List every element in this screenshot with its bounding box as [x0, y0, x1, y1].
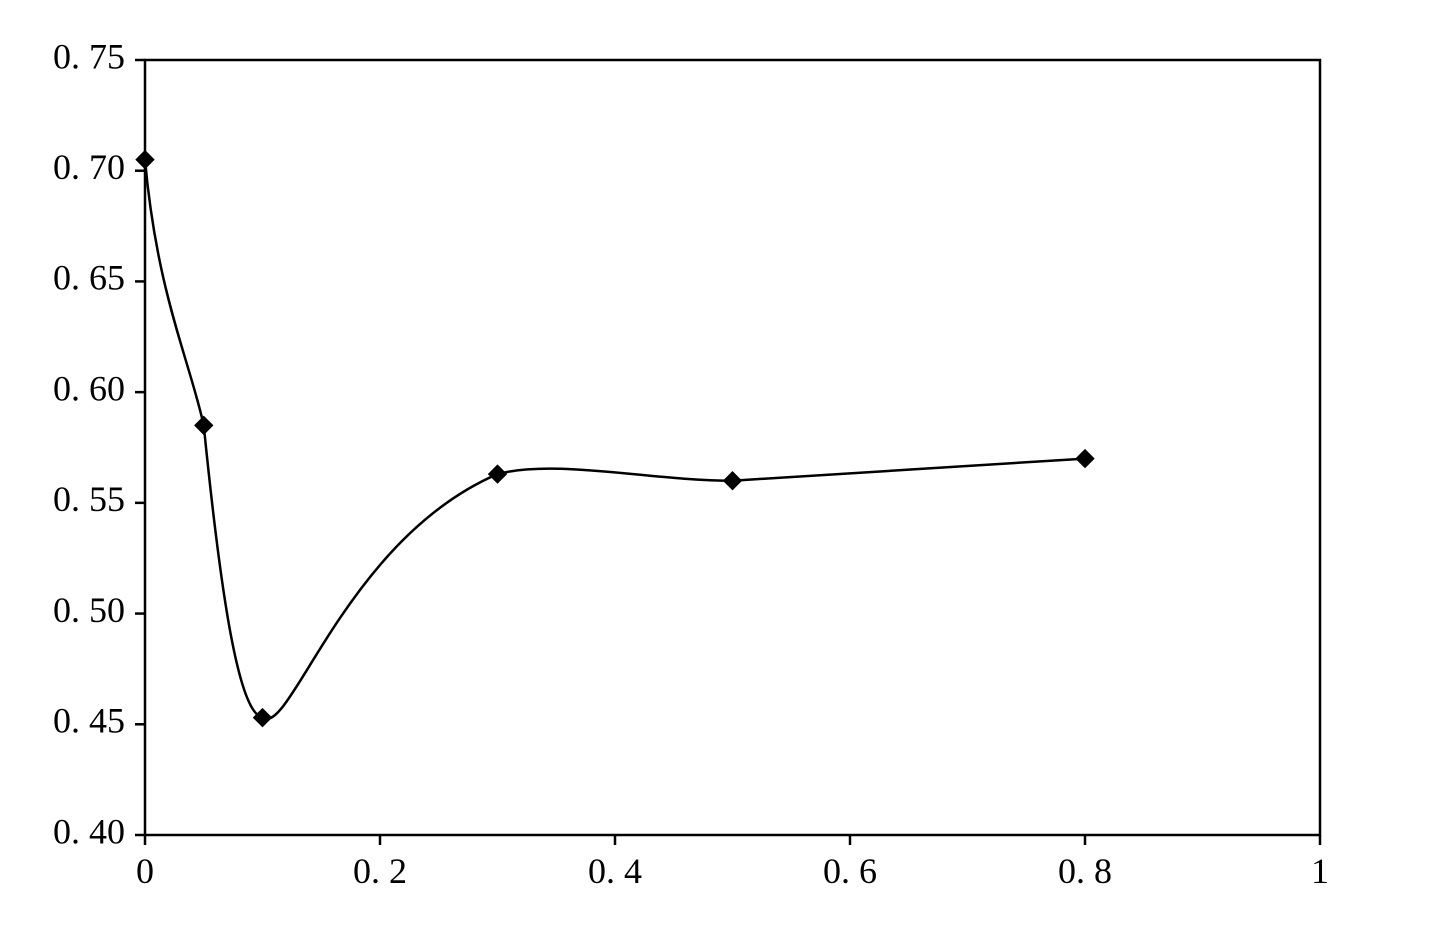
chart-svg: 0. 400. 450. 500. 550. 600. 650. 700. 75…: [0, 0, 1446, 952]
x-tick-label: 0. 6: [823, 851, 877, 891]
y-tick-label: 0. 60: [53, 368, 125, 408]
line-chart: 0. 400. 450. 500. 550. 600. 650. 700. 75…: [0, 0, 1446, 952]
y-tick-label: 0. 50: [53, 590, 125, 630]
x-tick-label: 1: [1311, 851, 1329, 891]
y-tick-label: 0. 55: [53, 479, 125, 519]
y-tick-label: 0. 65: [53, 258, 125, 298]
y-tick-label: 0. 70: [53, 147, 125, 187]
y-tick-label: 0. 45: [53, 701, 125, 741]
x-tick-label: 0: [136, 851, 154, 891]
x-tick-label: 0. 8: [1058, 851, 1112, 891]
y-tick-label: 0. 40: [53, 811, 125, 851]
y-tick-label: 0. 75: [53, 36, 125, 76]
x-tick-label: 0. 2: [353, 851, 407, 891]
x-tick-label: 0. 4: [588, 851, 642, 891]
